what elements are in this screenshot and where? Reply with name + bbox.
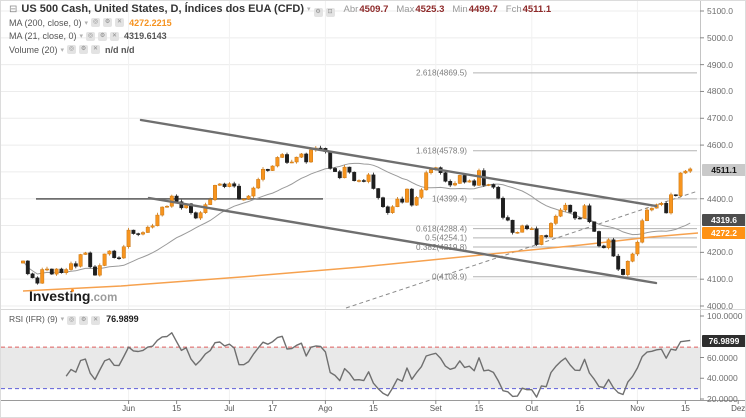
ohlc-fch: Fch4511.1 [505,3,552,15]
chevron-down-icon[interactable]: ▾ [84,19,89,27]
rsi-tick-label: 20.0000 [707,394,738,404]
price-tick-label: 5000.0 [707,32,733,43]
indicator-row: MA (200, close, 0) ▾ ◎ ⚙ ✕ 4272.2215 [9,16,559,30]
rsi-indicator-name: RSI (IFR) (9) [9,314,58,324]
indicator-name: MA (21, close, 0) [9,31,77,42]
visibility-icon[interactable]: ◎ [91,18,101,28]
time-tick-label: 17 [268,404,278,413]
ma21-price-label: 4319.6 [702,214,745,226]
time-tick-label: 15 [368,404,378,413]
fib-level-label: 1.618(4578.9) [416,147,467,156]
indicator-value: n/d n/d [105,44,135,55]
visibility-icon[interactable]: ◎ [67,45,77,55]
time-tick-label: Jul [224,404,235,413]
symbol-title: US 500 Cash, United States, D, Índices d… [21,3,304,15]
ohlc-values: Abr4509.7 Max4525.3 Min4499.7 Fch4511.1 [344,4,560,15]
chart-header: ⊟ US 500 Cash, United States, D, Índices… [9,2,559,57]
rsi-tick-label: 40.0000 [707,373,738,384]
visibility-icon[interactable]: ◎ [67,316,77,325]
ohlc-abr: Abr4509.7 [343,3,389,15]
fib-level-label: 2.618(4869.5) [416,69,467,78]
price-tick-label: 4100.0 [707,274,733,285]
price-tick-label: 4000.0 [707,300,733,311]
indicator-name: MA (200, close, 0) [9,17,82,28]
logo-orange-dot-icon [70,289,74,292]
time-tick-label: 15 [474,404,484,413]
rsi-current-value: 76.9899 [106,314,139,324]
chart-toolbar-icons: ⚙ ⊡ [311,1,335,18]
ohlc-min: Min4499.7 [452,3,498,15]
ohlc-max: Max4525.3 [396,3,445,15]
logo-suffix: .com [90,292,118,304]
fib-level-label: 1(4399.4) [432,195,467,204]
dashed-trendline[interactable] [345,190,699,309]
indicator-legend: MA (200, close, 0) ▾ ◎ ⚙ ✕ 4272.2215 MA (21, c… [9,16,559,57]
indicator-name: Volume (20) [9,44,58,55]
visibility-icon[interactable]: ◎ [86,31,96,41]
time-tick-label: Nov [630,404,645,413]
time-tick-label: Jun [122,404,136,413]
fib-level-label: 0.5(4254.1) [425,234,467,243]
investing-logo: Investing.com [29,288,117,304]
logo-text: Investing [29,288,91,304]
indicator-row: Volume (20) ▾ ◎ ⚙ ✕ n/d n/d [9,43,559,57]
time-tick-label: 15 [172,404,182,413]
time-tick-label: Dez [731,404,746,413]
ma21-line [22,162,691,275]
time-tick-label: Out [525,404,539,413]
price-tick-label: 4600.0 [707,140,733,151]
time-tick-label: Set [429,404,442,413]
price-tick-label: 4400.0 [707,193,733,204]
chevron-down-icon[interactable]: ▾ [60,46,65,54]
candlesticks [21,145,693,285]
settings-icon[interactable]: ⚙ [79,316,89,325]
chevron-down-icon[interactable]: ▾ [307,6,311,13]
ma200-price-label: 4272.2 [702,227,745,239]
ma200-line [22,232,699,292]
price-tick-label: 5100.0 [707,6,733,16]
indicator-row: MA (21, close, 0) ▾ ◎ ⚙ ✕ 4319.6143 [9,30,559,44]
remove-icon[interactable]: ✕ [110,31,120,41]
chevron-down-icon[interactable]: ▾ [60,316,65,323]
time-tick-label: 16 [575,404,585,413]
remove-icon[interactable]: ✕ [91,45,101,55]
rsi-tick-label: 100.0000 [707,311,743,321]
rsi-toolbar-icons: ◎ ⚙ ✕ [64,313,101,325]
time-tick-label: Ago [318,404,333,413]
price-tick-label: 4800.0 [707,86,733,97]
indicator-value: 4272.2215 [129,17,172,28]
price-tick-label: 4900.0 [707,59,733,70]
expand-icon[interactable]: ⊡ [325,8,335,17]
rsi-tick-label: 60.0000 [707,352,738,363]
fib-level-label: 0(4108.9) [432,273,467,282]
price-tick-label: 4700.0 [707,113,733,124]
remove-icon[interactable]: ✕ [91,316,101,325]
channel-upper-line[interactable] [139,118,658,208]
remove-icon[interactable]: ✕ [115,18,125,28]
rsi-header: RSI (IFR) (9) ▾ ◎ ⚙ ✕ 76.9899 [9,313,139,325]
time-tick-label: 15 [680,404,690,413]
rsi-value-label: 76.9899 [702,335,745,347]
settings-icon[interactable]: ⚙ [313,8,323,17]
channel-lower-line[interactable] [147,196,658,285]
gridlines [1,1,700,400]
settings-icon[interactable]: ⚙ [98,31,108,41]
rsi-band [1,347,700,389]
chevron-down-icon[interactable]: ▾ [79,33,84,41]
collapse-icon[interactable]: ⊟ [9,3,18,15]
fib-level-label: 0.618(4288.4) [416,224,467,233]
price-tick-label: 4200.0 [707,247,733,258]
settings-icon[interactable]: ⚙ [103,18,113,28]
indicator-value: 4319.6143 [124,31,167,42]
settings-icon[interactable]: ⚙ [79,45,89,55]
last-price-label: 4511.1 [702,164,745,176]
symbol-row: ⊟ US 500 Cash, United States, D, Índices… [9,1,560,18]
rsi-line [65,332,691,398]
